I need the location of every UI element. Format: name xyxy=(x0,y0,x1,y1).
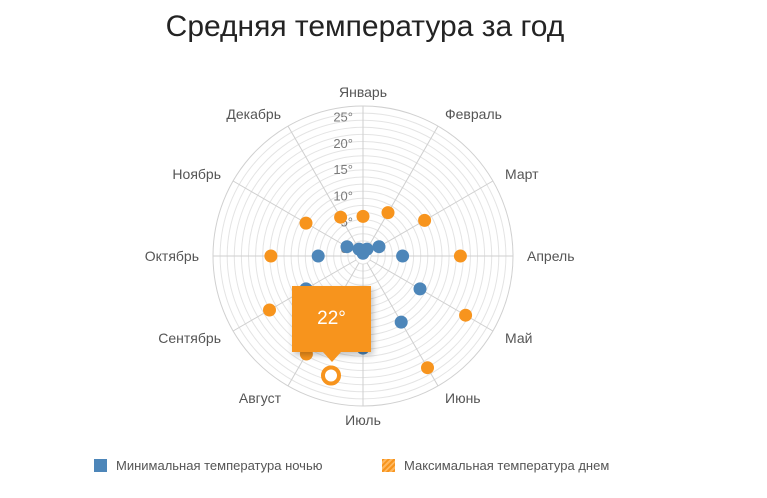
data-point[interactable] xyxy=(356,209,370,223)
legend-item-max[interactable]: Максимальная температура днем xyxy=(382,458,609,473)
value-tick-label: 20° xyxy=(333,136,353,151)
data-point[interactable] xyxy=(381,206,395,220)
data-point[interactable] xyxy=(299,216,313,230)
data-point[interactable] xyxy=(264,249,278,263)
category-label: Февраль xyxy=(445,106,502,122)
series-max-temperature xyxy=(263,206,473,386)
category-label: Декабрь xyxy=(226,106,281,122)
category-label: Август xyxy=(239,390,282,406)
grid-spoke xyxy=(232,180,357,253)
legend-label-min: Минимальная температура ночью xyxy=(116,458,323,473)
data-point[interactable] xyxy=(394,315,408,329)
value-tick-label: 25° xyxy=(333,110,353,125)
value-tick-label: 15° xyxy=(333,162,353,177)
category-label: Ноябрь xyxy=(172,166,221,182)
grid-spoke xyxy=(369,259,494,332)
legend-swatch-max xyxy=(382,459,395,472)
data-point[interactable] xyxy=(421,361,434,375)
category-label: Май xyxy=(505,330,532,346)
data-point[interactable] xyxy=(352,242,366,256)
data-point[interactable] xyxy=(340,240,354,254)
category-label: Январь xyxy=(339,84,387,100)
category-label: Март xyxy=(505,166,539,182)
category-label: Июль xyxy=(345,412,381,428)
chart-title: Средняя температура за год xyxy=(165,10,565,43)
data-point[interactable] xyxy=(334,210,348,224)
grid-spoke xyxy=(366,125,439,250)
category-label: Июнь xyxy=(445,390,481,406)
value-tooltip: 22° xyxy=(292,286,371,352)
data-point[interactable] xyxy=(357,373,370,386)
grid-spoke xyxy=(287,125,360,250)
grid-spoke xyxy=(369,180,494,253)
legend-label-max: Максимальная температура днем xyxy=(404,458,610,473)
category-label: Сентябрь xyxy=(158,330,221,346)
data-point[interactable] xyxy=(413,282,427,296)
legend: Минимальная температура ночью Максимальн… xyxy=(0,458,767,480)
category-label: Апрель xyxy=(527,248,575,264)
tooltip-arrow xyxy=(323,352,341,362)
category-label: Октябрь xyxy=(145,248,199,264)
data-point[interactable] xyxy=(418,213,432,227)
data-point[interactable] xyxy=(263,303,276,317)
data-point[interactable] xyxy=(453,249,467,263)
data-point[interactable] xyxy=(459,308,473,322)
value-tick-label: 10° xyxy=(333,188,353,203)
data-point[interactable] xyxy=(311,249,325,263)
category-labels: Январь Февраль Март Апрель Май Июнь Июль Август… xyxy=(145,84,575,428)
highlighted-data-point[interactable] xyxy=(321,365,341,386)
legend-swatch-min xyxy=(94,459,107,472)
data-point[interactable] xyxy=(396,249,410,263)
legend-item-min[interactable]: Минимальная температура ночью xyxy=(94,458,322,473)
data-point[interactable] xyxy=(372,240,386,254)
